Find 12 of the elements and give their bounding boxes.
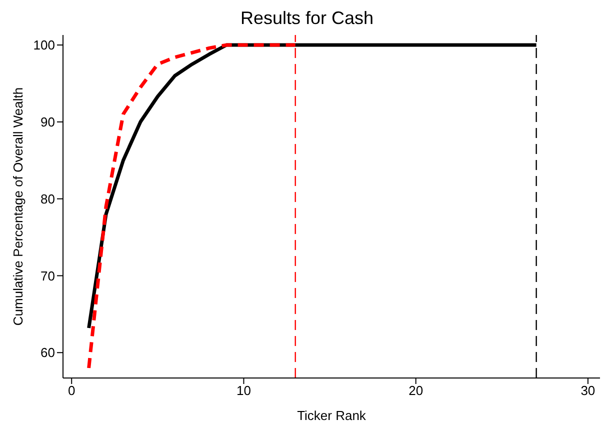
- y-tick-label: 100: [33, 38, 55, 53]
- y-axis-title: Cumulative Percentage of Overall Wealth: [10, 87, 26, 326]
- y-tick-label: 60: [40, 345, 55, 360]
- y-tick-label: 70: [40, 268, 55, 284]
- x-tick-label: 0: [68, 383, 76, 398]
- x-tick-label: 20: [408, 383, 424, 398]
- chart-title: Results for Cash: [239, 8, 375, 30]
- x-tick-label: 10: [236, 383, 251, 398]
- y-tick-label: 80: [40, 191, 55, 206]
- y-tick-label: 90: [40, 114, 55, 130]
- x-axis-title: Ticker Rank: [297, 408, 366, 423]
- x-tick-label: 30: [580, 383, 596, 398]
